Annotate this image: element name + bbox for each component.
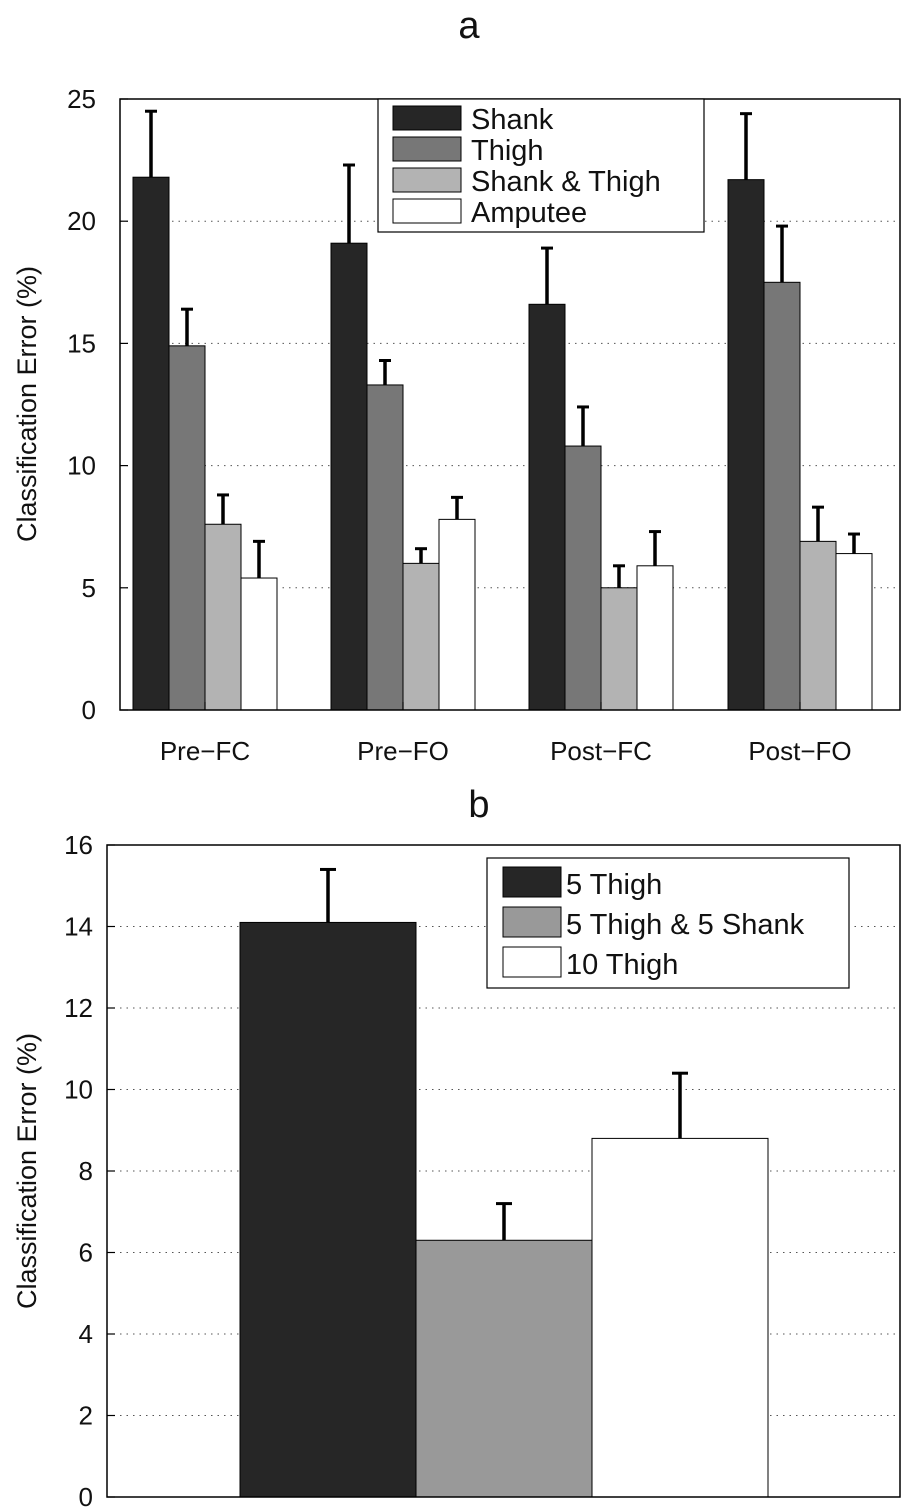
bar-shank-thigh-post-fo	[799, 540, 837, 711]
panel-a-title: a	[458, 5, 480, 47]
bar-shank-post-fo	[727, 179, 765, 711]
bar-amputee-pre-fc	[240, 577, 278, 711]
bar-shank-thigh-post-fc	[600, 587, 638, 711]
panel-b-legend-swatch-5-thigh	[502, 866, 562, 898]
panel-a-legend-swatch-shank-thigh	[392, 167, 462, 193]
panel-b-y-tick-label: 16	[64, 830, 93, 860]
panel-a-x-tick-label: Pre−FO	[357, 736, 449, 766]
panel-a-y-tick-label: 20	[67, 206, 96, 236]
panel-a-x-tick-label: Post−FC	[550, 736, 652, 766]
panel-a-y-tick-label: 15	[67, 328, 96, 358]
panel-a-legend-swatch-shank	[392, 105, 462, 131]
panel-b-y-tick-label: 14	[64, 912, 93, 942]
panel-b-legend-label-5-thigh-5-shank: 5 Thigh & 5 Shank	[566, 909, 805, 941]
panel-a-y-tick-label: 25	[67, 84, 96, 114]
bar-shank-thigh-pre-fo	[402, 562, 440, 711]
panel-b-y-tick-label: 4	[79, 1319, 93, 1349]
panel-b-legend-label-10-thigh: 10 Thigh	[566, 949, 678, 981]
panel-a-y-ticks: 0 5 10 15 20 25	[67, 84, 128, 725]
panel-a-legend-label-shank: Shank	[471, 104, 554, 136]
panel-a-y-tick-label: 10	[67, 451, 96, 481]
panel-b-y-tick-label: 0	[79, 1482, 93, 1509]
bar-thigh-post-fo	[763, 281, 801, 711]
panel-b-legend-swatch-5-thigh-5-shank	[502, 906, 562, 938]
panel-b-y-ticks: 0 2 4 6 8 10 12 14 16	[64, 830, 115, 1509]
panel-b-legend-label-5-thigh: 5 Thigh	[566, 869, 662, 901]
bar-amputee-post-fc	[636, 565, 674, 711]
panel-b-y-tick-label: 2	[79, 1401, 93, 1431]
panel-a-y-tick-label: 0	[82, 695, 96, 725]
panel-a-x-tick-label: Post−FO	[748, 736, 851, 766]
panel-a-legend-swatch-amputee	[392, 198, 462, 224]
panel-a-x-tick-label: Pre−FC	[160, 736, 250, 766]
bar-thigh-post-fc	[564, 445, 602, 711]
bar-thigh-pre-fo	[366, 384, 404, 711]
bar-shank-pre-fo	[330, 242, 368, 711]
bar-amputee-pre-fo	[438, 518, 476, 711]
panel-b-y-tick-label: 8	[79, 1156, 93, 1186]
bar-amputee-post-fo	[835, 553, 873, 711]
panel-a-y-tick-label: 5	[82, 573, 96, 603]
panel-b-y-tick-label: 12	[64, 993, 93, 1023]
bar-shank-post-fc	[528, 303, 566, 711]
panel-b-legend: 5 Thigh 5 Thigh & 5 Shank 10 Thigh	[486, 857, 850, 989]
panel-b-bars	[239, 867, 769, 1498]
panel-b-y-axis-label: Classification Error (%)	[12, 1033, 42, 1309]
panel-a-bars	[132, 109, 873, 711]
panel-a-legend-label-thigh: Thigh	[471, 135, 544, 167]
panel-a-legend-label-amputee: Amputee	[471, 197, 587, 229]
panel-b-legend-swatch-10-thigh	[502, 946, 562, 978]
bar-shank-thigh-pre-fc	[204, 523, 242, 711]
bar-thigh-pre-fc	[168, 345, 206, 711]
bar-10-thigh	[591, 1137, 769, 1498]
panel-a-x-ticks: Pre−FC Pre−FO Post−FC Post−FO	[160, 702, 852, 766]
bar-shank-pre-fc	[132, 176, 170, 711]
panel-b-y-tick-label: 10	[64, 1075, 93, 1105]
panel-a-legend-label-shank-thigh: Shank & Thigh	[471, 166, 661, 198]
panel-a-y-axis-label: Classification Error (%)	[12, 266, 42, 542]
panel-b: b 0 2 4 6 8 10 12 14 16 Classification Error (%)…	[12, 784, 901, 1509]
bar-5-thigh-5-shank	[415, 1239, 593, 1498]
panel-b-title: b	[468, 784, 489, 826]
bar-5-thigh	[239, 921, 417, 1498]
panel-a-legend-swatch-thigh	[392, 136, 462, 162]
panel-b-y-tick-label: 6	[79, 1238, 93, 1268]
